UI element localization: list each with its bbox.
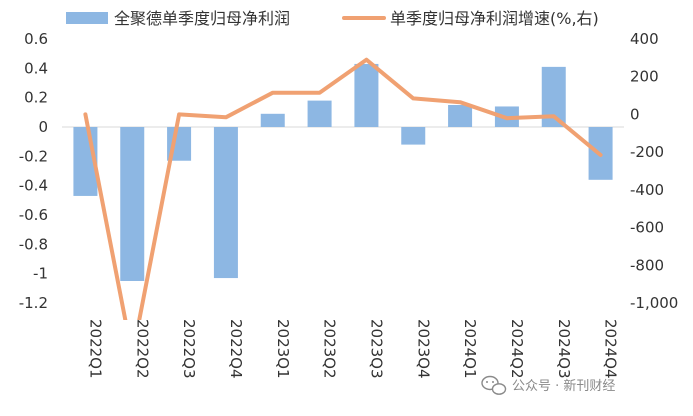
watermark: 公众号 · 新刊财经: [481, 375, 615, 395]
x-tick-label: 2023Q3: [367, 319, 385, 379]
x-tick-label: 2023Q2: [321, 319, 339, 379]
bar-2023Q4: [401, 127, 426, 145]
bar-2022Q4: [213, 127, 238, 279]
x-tick-label: 2023Q4: [414, 319, 432, 379]
left-tick-label: 0: [38, 118, 48, 136]
line-series: [83, 57, 603, 320]
right-tick-label: 0: [630, 105, 640, 123]
bar-2023Q3: [354, 63, 379, 127]
right-tick-label: 200: [630, 68, 659, 86]
left-tick-label: -0.2: [19, 147, 48, 165]
x-tick-label: 2022Q3: [180, 319, 198, 379]
legend-line-label: 单季度归母净利润增速(%,右): [390, 9, 599, 28]
left-tick-label: -0.8: [19, 235, 48, 253]
growth-line: [83, 57, 603, 320]
left-tick-label: -0.6: [19, 206, 48, 224]
left-axis: 0.6 0.4 0.2 0 -0.2 -0.4 -0.6 -0.8 -1 -1.2: [19, 30, 48, 312]
left-tick-label: -1: [33, 265, 48, 283]
x-tick-label: 2022Q2: [133, 319, 151, 379]
right-axis: 400 200 0 -200 -400 -600 -800 -1,000: [630, 30, 678, 312]
right-tick-label: 400: [630, 30, 659, 48]
legend-bar-label: 全聚德单季度归母净利润: [114, 9, 290, 28]
right-tick-label: -600: [630, 219, 664, 237]
bar-2024Q1: [448, 105, 473, 127]
x-tick-label: 2024Q4: [602, 319, 620, 379]
x-tick-label: 2022Q4: [227, 319, 245, 379]
legend-bar-swatch: [66, 12, 108, 24]
left-tick-label: -0.4: [19, 177, 48, 195]
legend: 全聚德单季度归母净利润 单季度归母净利润增速(%,右): [66, 9, 599, 28]
right-tick-label: -400: [630, 181, 664, 199]
bar-2023Q2: [307, 100, 332, 127]
left-tick-label: 0.2: [24, 89, 48, 107]
right-tick-label: -200: [630, 143, 664, 161]
x-axis: 2022Q1 2022Q2 2022Q3 2022Q4 2023Q1 2023Q2 2023…: [86, 319, 619, 379]
x-tick-label: 2024Q2: [508, 319, 526, 379]
x-tick-label: 2022Q1: [86, 319, 104, 379]
right-tick-label: -1,000: [630, 294, 678, 312]
watermark-text: 公众号 · 新刊财经: [512, 378, 615, 394]
x-tick-label: 2024Q3: [555, 319, 573, 379]
x-tick-label: 2024Q1: [461, 319, 479, 379]
right-tick-label: -800: [630, 256, 664, 274]
left-tick-label: 0.4: [24, 59, 48, 77]
left-tick-label: -1.2: [19, 294, 48, 312]
bar-2022Q2: [120, 127, 145, 281]
left-tick-label: 0.6: [24, 30, 48, 48]
wechat-icon: [481, 375, 507, 395]
bar-2023Q1: [260, 113, 285, 127]
bar-series: [73, 63, 613, 281]
x-tick-label: 2023Q1: [274, 319, 292, 379]
